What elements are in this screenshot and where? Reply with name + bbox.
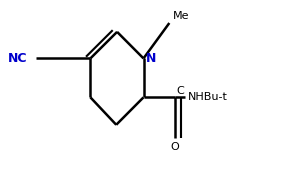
Text: C: C bbox=[176, 86, 184, 96]
Text: O: O bbox=[171, 142, 179, 152]
Text: Me: Me bbox=[173, 11, 189, 21]
Text: NC: NC bbox=[8, 52, 27, 65]
Text: N: N bbox=[146, 52, 157, 65]
Text: NHBu-t: NHBu-t bbox=[188, 92, 228, 102]
